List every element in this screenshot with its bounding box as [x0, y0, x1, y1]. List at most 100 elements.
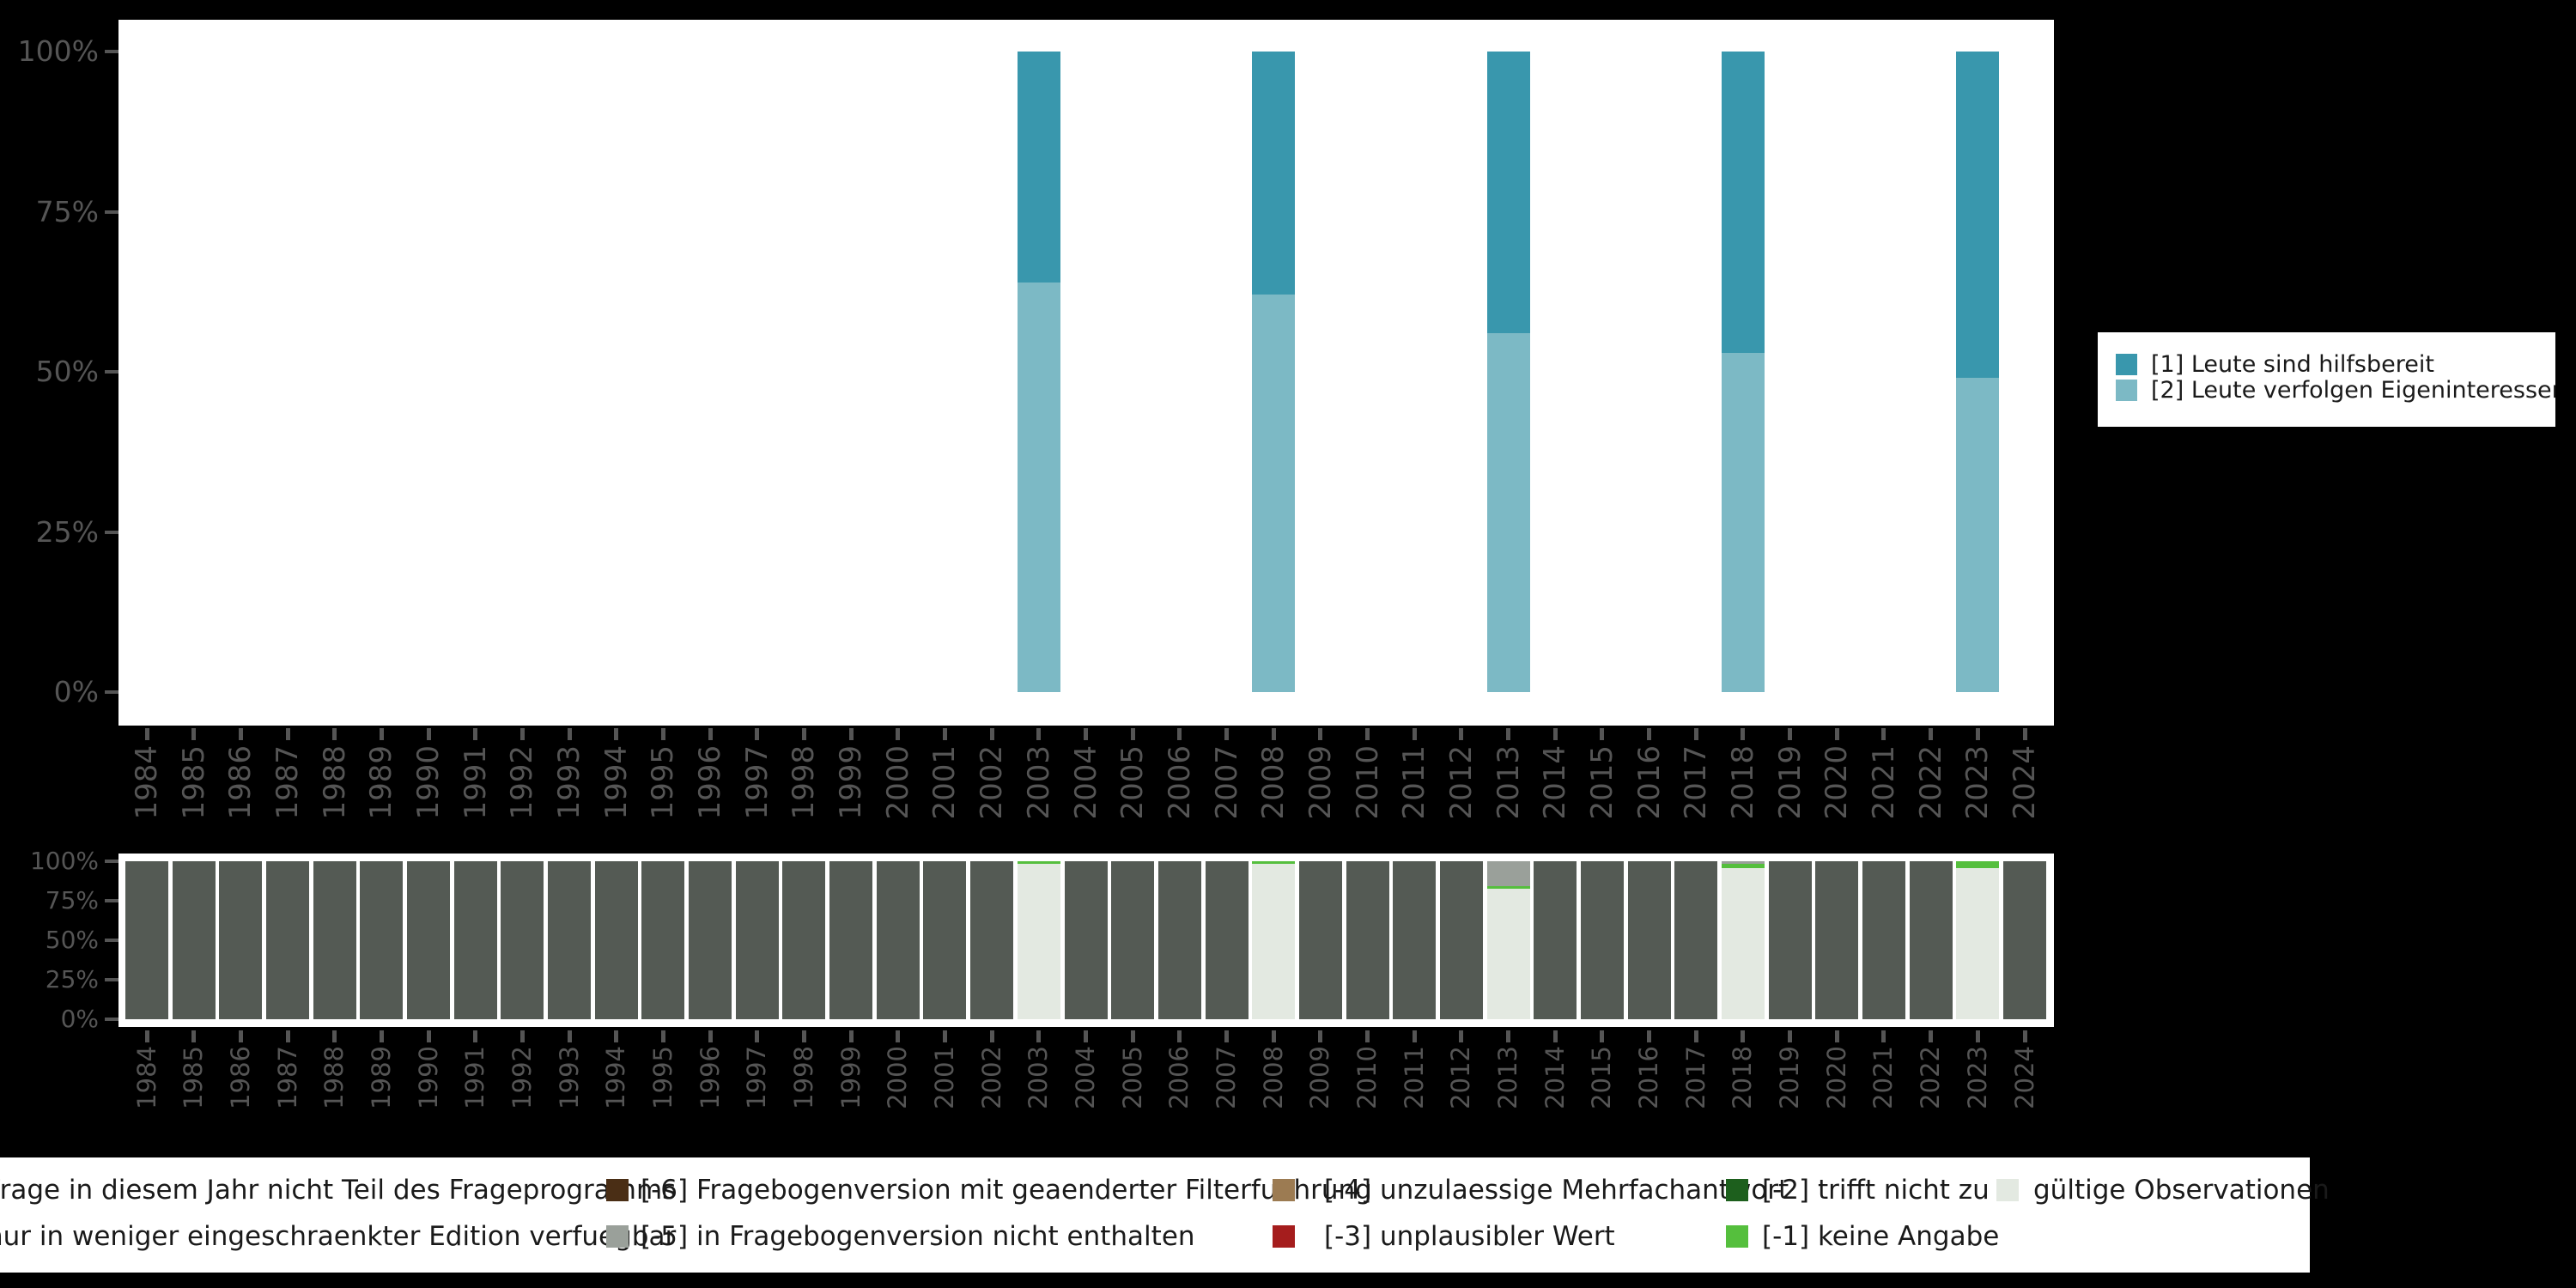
x-tick-label: 1990: [413, 1046, 443, 1109]
bar-segment-2008: [1252, 864, 1296, 1019]
x-tick: [1036, 1030, 1042, 1042]
bar-segment-2008: [1252, 861, 1296, 865]
bar-segment-2006: [1157, 861, 1201, 1019]
bar-segment-2023: [1956, 378, 2000, 692]
x-tick-label: 2000: [880, 745, 915, 820]
x-tick-label: 1995: [647, 1046, 677, 1109]
bar-segment-2022: [1909, 861, 1953, 1019]
x-tick: [426, 728, 431, 740]
x-tick: [1459, 1030, 1464, 1042]
x-tick: [1130, 1030, 1135, 1042]
x-tick-label: 1994: [598, 745, 634, 820]
x-tick-label: 1989: [364, 745, 399, 820]
x-tick: [285, 1030, 290, 1042]
x-tick-label: 2006: [1164, 1046, 1194, 1109]
y-tick-label: 100%: [29, 847, 99, 876]
bar-segment-1992: [501, 861, 544, 1019]
x-tick: [801, 728, 806, 740]
x-tick: [1365, 728, 1370, 740]
y-tick: [105, 530, 118, 534]
bar-segment-2023: [1956, 52, 2000, 379]
x-tick: [1741, 1030, 1746, 1042]
x-tick-label: 2003: [1021, 745, 1056, 820]
x-tick: [519, 1030, 525, 1042]
x-tick: [1552, 728, 1558, 740]
x-tick-label: 2020: [1820, 745, 1855, 820]
bar-segment-2004: [1064, 861, 1108, 1019]
y-tick: [105, 978, 118, 981]
x-tick-label: 2010: [1350, 745, 1385, 820]
x-tick: [332, 728, 337, 740]
missing-legend-swatch-icon: [1996, 1179, 2019, 1201]
y-tick-label: 50%: [35, 355, 99, 389]
x-tick-label: 2013: [1491, 745, 1526, 820]
x-tick-label: 2023: [1962, 1046, 1992, 1109]
x-tick-label: 2019: [1772, 745, 1807, 820]
x-tick-label: 1986: [225, 1046, 255, 1109]
x-tick: [1177, 1030, 1182, 1042]
x-tick: [801, 1030, 806, 1042]
x-tick: [660, 1030, 665, 1042]
x-tick-label: 2007: [1209, 745, 1244, 820]
x-tick-label: 2008: [1256, 745, 1291, 820]
x-tick-label: 2009: [1305, 1046, 1335, 1109]
x-tick-label: 2021: [1868, 1046, 1899, 1109]
x-tick: [1506, 728, 1511, 740]
x-tick-label: 1997: [742, 1046, 772, 1109]
x-tick-label: 2004: [1068, 745, 1103, 820]
x-tick: [1318, 1030, 1323, 1042]
bar-segment-2002: [970, 861, 1014, 1019]
y-tick: [105, 939, 118, 942]
x-tick-label: 2016: [1634, 1046, 1664, 1109]
x-tick-label: 1991: [460, 1046, 490, 1109]
x-tick: [755, 728, 760, 740]
missing-legend-label: [-6] Fragebogenversion mit geaenderter F…: [641, 1175, 1372, 1206]
legend-label-self-interest: [2] Leute verfolgen Eigeninteressen: [2151, 376, 2555, 404]
x-tick-label: 1984: [130, 745, 164, 820]
x-tick-label: 2018: [1728, 1046, 1758, 1109]
bar-segment-2018: [1721, 868, 1765, 1019]
x-tick-label: 2020: [1821, 1046, 1851, 1109]
x-tick-label: 2010: [1352, 1046, 1382, 1109]
x-tick: [473, 728, 478, 740]
y-tick-label: 25%: [45, 965, 99, 994]
x-tick: [989, 728, 994, 740]
bar-segment-1990: [407, 861, 451, 1019]
bar-segment-2011: [1393, 861, 1437, 1019]
x-tick-label: 1985: [179, 1046, 209, 1109]
x-tick-label: 1997: [739, 745, 775, 820]
x-tick-label: 1984: [131, 1046, 161, 1109]
bar-segment-2009: [1298, 861, 1342, 1019]
x-tick-label: 1988: [319, 1046, 349, 1109]
x-tick: [1552, 1030, 1558, 1042]
x-tick: [708, 728, 713, 740]
x-tick: [942, 728, 947, 740]
x-tick: [989, 1030, 994, 1042]
bar-segment-2000: [876, 861, 920, 1019]
bar-segment-2019: [1768, 861, 1812, 1019]
x-tick-label: 2012: [1443, 745, 1479, 820]
x-tick: [614, 728, 619, 740]
y-tick: [105, 860, 118, 863]
x-tick-label: 1990: [411, 745, 447, 820]
x-tick: [2022, 728, 2027, 740]
x-tick: [426, 1030, 431, 1042]
x-tick-label: 2016: [1631, 745, 1667, 820]
x-tick: [1318, 728, 1323, 740]
x-tick-label: 2015: [1584, 745, 1619, 820]
x-tick: [379, 1030, 384, 1042]
x-tick: [1881, 728, 1886, 740]
x-tick-label: 2009: [1303, 745, 1338, 820]
x-tick: [332, 1030, 337, 1042]
bar-segment-2003: [1017, 282, 1060, 692]
x-tick: [144, 1030, 149, 1042]
x-tick-label: 2023: [1960, 745, 1996, 820]
missing-legend-swatch-icon: [1273, 1225, 1295, 1248]
bar-segment-2021: [1862, 861, 1905, 1019]
y-tick: [105, 50, 118, 53]
x-tick: [1224, 1030, 1230, 1042]
x-tick-label: 1987: [272, 1046, 302, 1109]
legend-label-helpful: [1] Leute sind hilfsbereit: [2151, 350, 2434, 378]
y-tick: [105, 1018, 118, 1021]
